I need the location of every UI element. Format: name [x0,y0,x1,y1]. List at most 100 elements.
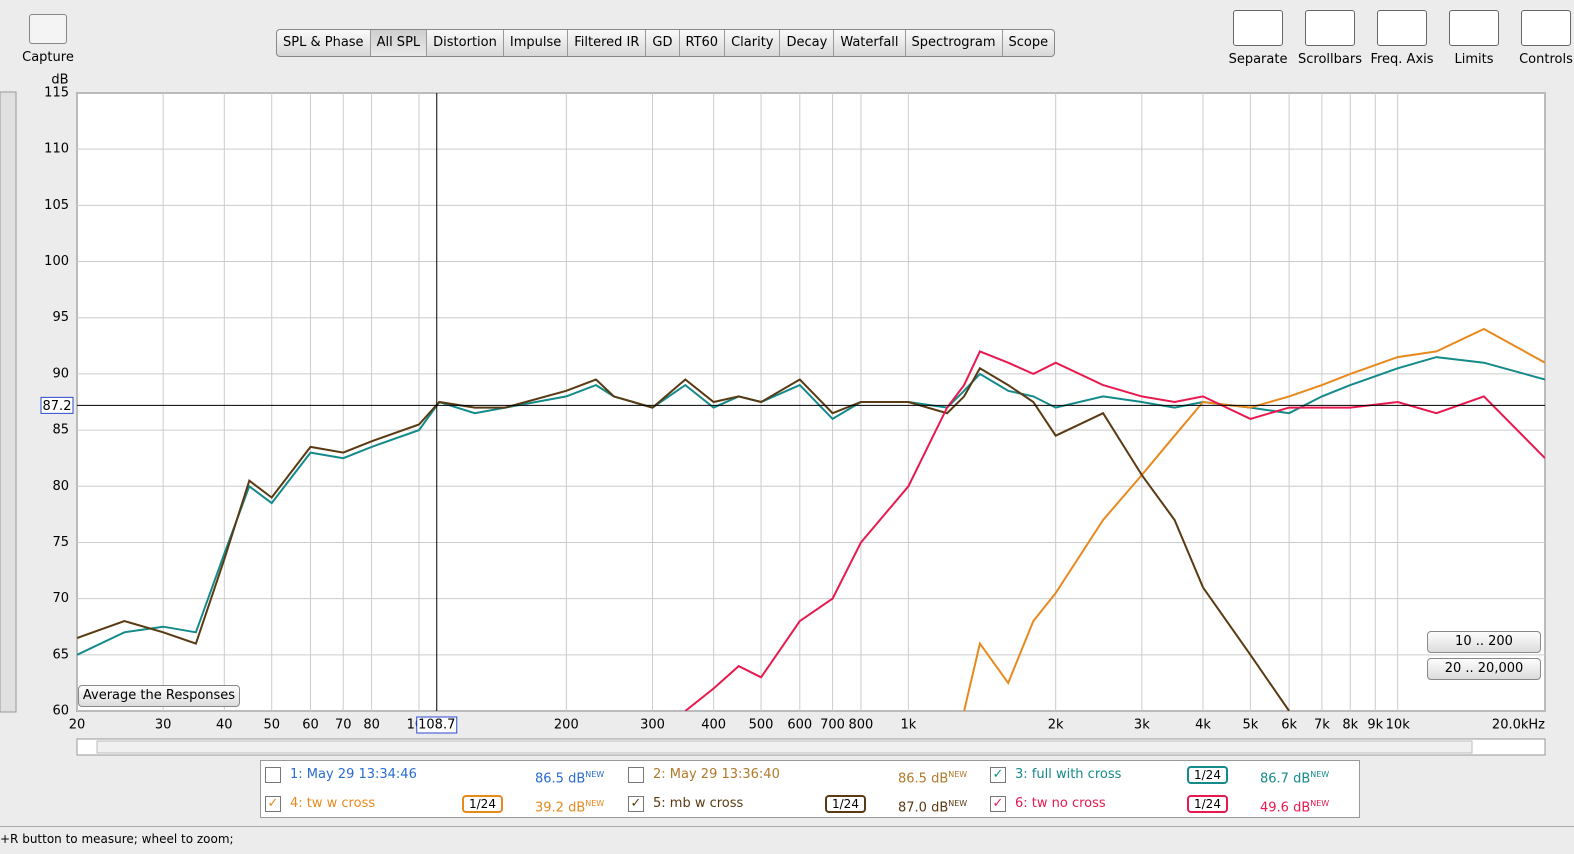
tab[interactable]: Decay [780,30,835,56]
value-text: 39.2 dB [535,800,586,816]
smoothing-box[interactable]: 1/24 [462,795,503,813]
x-tick-label: 70 [335,718,352,733]
camera-icon [29,14,67,44]
tab[interactable]: RT60 [680,30,726,56]
status-text: +R button to measure; wheel to zoom; [0,832,234,846]
y-tick-label: 110 [44,142,69,157]
range-button[interactable]: 10 .. 200 [1427,631,1541,653]
tab-bar: SPL & Phase All SPL Distortion Impulse Filte… [276,29,1056,57]
button-icon [1521,10,1571,46]
legend-value: 49.6 dBNEW [1260,794,1329,818]
scroll-thumb[interactable] [96,740,1473,754]
button-icon [1449,10,1499,46]
y-tick-label: 80 [52,479,69,494]
series-line [963,327,1545,711]
button-label: Freq. Axis [1370,52,1434,67]
y-tick-label: 65 [52,647,69,662]
tab[interactable]: Clarity [725,30,781,56]
toolbar-button[interactable]: Scrollbars [1295,10,1365,67]
x-tick-label: 10k [1386,718,1411,733]
x-tick-label: 40 [216,718,233,733]
new-tag: NEW [1310,799,1330,808]
toolbar-button[interactable]: Limits [1439,10,1509,67]
y-tick-label: 60 [52,704,69,719]
smoothing-box[interactable]: 1/24 [825,795,866,813]
legend-name: 5: mb w cross [653,796,744,811]
x-tick-label: 20 [69,718,86,733]
cursor-x-label: 108.7 [418,718,455,733]
checkbox[interactable]: ✓ [990,767,1006,783]
x-tick-label: 20.0kHz [1492,718,1545,733]
value-text: 87.0 dB [898,800,949,816]
new-tag: NEW [948,770,968,779]
average-button[interactable]: Average the Responses [78,685,240,707]
toolbar-button[interactable]: Freq. Axis [1367,10,1437,67]
x-tick-label: 400 [701,718,726,733]
checkbox[interactable]: ✓ [628,796,644,812]
checkbox[interactable] [265,767,281,783]
tab[interactable]: All SPL [370,30,428,56]
value-text: 49.6 dB [1260,800,1311,816]
smoothing-box[interactable]: 1/24 [1187,795,1228,813]
smoothing-box[interactable]: 1/24 [1187,766,1228,784]
legend-item: ✓ 4: tw w cross 1/24 39.2 dBNEW [265,794,625,816]
y-tick-label: 75 [52,535,69,550]
x-tick-label: 700 [820,718,845,733]
button-label: Controls [1519,52,1573,67]
new-tag: NEW [585,799,605,808]
legend-item: 1: May 29 13:34:46 86.5 dBNEW [265,765,625,787]
x-tick-label: 9k [1367,718,1383,733]
chart: dB 60 65 70 75 80 85 90 95 100 105 110 115 20 30 40 50 6… [0,73,1546,756]
tab[interactable]: Scope [1008,35,1049,50]
legend: 1: May 29 13:34:46 86.5 dBNEW 2: May 29 13… [260,760,1360,818]
range-button[interactable]: 20 .. 20,000 [1427,658,1541,680]
tab[interactable]: GD [646,30,680,56]
legend-name: 1: May 29 13:34:46 [290,767,417,782]
button-label: Separate [1228,52,1288,67]
x-tick-label: 500 [749,718,774,733]
tab[interactable]: SPL & Phase [277,30,371,56]
legend-value: 86.5 dBNEW [898,765,967,789]
legend-item: ✓ 6: tw no cross 1/24 49.6 dBNEW [990,794,1350,815]
new-tag: NEW [948,799,968,808]
checkbox[interactable]: ✓ [265,796,281,812]
x-tick-label: 300 [640,718,665,733]
tab[interactable]: Waterfall [834,30,906,56]
toolbar-button[interactable]: Controls [1511,10,1574,67]
legend-value: 87.0 dBNEW [898,794,967,818]
tab[interactable]: Filtered IR [568,30,647,56]
legend-item: ✓ 5: mb w cross 1/24 87.0 dBNEW [628,794,988,815]
x-tick-label: 50 [263,718,280,733]
value-text: 86.7 dB [1260,771,1311,787]
value-text: 86.5 dB [898,771,949,787]
button-icon [1377,10,1427,46]
x-tick-label: 60 [302,718,319,733]
tab[interactable]: Impulse [504,30,569,56]
x-tick-label: 30 [155,718,172,733]
y-tick-label: 115 [44,86,69,101]
tab[interactable]: Spectrogram [906,30,1003,56]
legend-name: 3: full with cross [1015,767,1122,782]
y-tick-label: 95 [52,310,69,325]
button-icon [1305,10,1355,46]
y-tick-label: 105 [44,198,69,213]
toolbar-button[interactable]: Separate [1223,10,1293,67]
cursor-box [40,396,74,414]
x-tick-label: 3k [1134,718,1150,733]
y-tick-label: 90 [52,366,69,381]
tab[interactable]: Distortion [427,30,504,56]
v-scrollbar[interactable] [0,91,17,713]
checkbox[interactable]: ✓ [990,796,1006,812]
x-tick-label: 8k [1342,718,1358,733]
y-tick-label: 100 [44,254,69,269]
checkbox[interactable] [628,767,644,783]
legend-name: 2: May 29 13:36:40 [653,767,780,782]
value-text: 86.5 dB [535,771,586,787]
legend-name: 6: tw no cross [1015,796,1106,811]
capture-label: Capture [22,50,74,65]
x-tick-label: 2k [1048,718,1064,733]
legend-item: 2: May 29 13:36:40 86.5 dBNEW [628,765,988,786]
capture-button[interactable]: Capture [18,14,78,65]
legend-item: ✓ 3: full with cross 1/24 86.7 dBNEW [990,765,1350,787]
